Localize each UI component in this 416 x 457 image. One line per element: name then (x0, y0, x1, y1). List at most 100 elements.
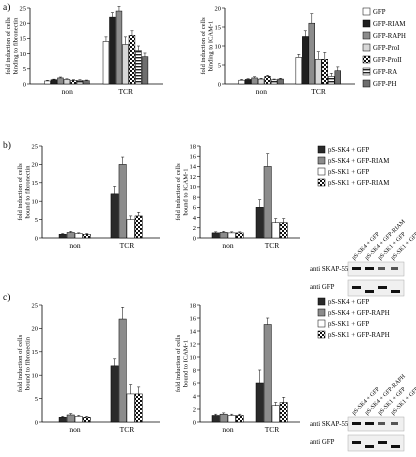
band (365, 422, 374, 425)
band (352, 422, 361, 425)
bar (295, 57, 303, 85)
y-tick-label: 10 (215, 43, 222, 50)
bar (83, 80, 90, 85)
y-tick-label: 8 (193, 367, 196, 374)
y-tick-label: 12 (190, 341, 197, 348)
y-tick-label: 5 (35, 217, 38, 224)
band (391, 290, 400, 293)
bar (315, 59, 322, 85)
legend-label: pS-SK1 + GFP (328, 321, 369, 328)
legend-label: pS-SK4 + GFP (328, 147, 369, 154)
x-tick-label: non (222, 425, 234, 434)
chart-c2: 0 2 4 6 8 10 12 14 16 18 fold induction of cellsbo… (175, 302, 300, 434)
legend-label: pS-SK1 + GFP (328, 169, 369, 176)
legend-swatch (362, 7, 371, 16)
legend-b: pS-SK4 + GFP pS-SK4 + GFP-RIAM pS-SK1 + GF… (317, 145, 389, 187)
y-tick-label: 0 (193, 419, 196, 426)
legend-label: GFP-RA (373, 69, 397, 76)
band (352, 286, 361, 289)
bar (58, 417, 67, 423)
band (391, 267, 398, 270)
chart-b2: 0 2 4 6 8 10 12 14 16 18 fold induction of cellsbo… (175, 143, 300, 250)
legend-label: GFP (373, 9, 386, 16)
legend-swatch (317, 178, 326, 187)
y-tick-label: 18 (190, 143, 197, 150)
x-tick-label: TCR (311, 87, 326, 96)
y-tick-label: 5 (23, 66, 26, 73)
band (391, 445, 400, 448)
bar (255, 382, 264, 423)
x-tick-label: non (222, 241, 234, 250)
y-tick-label: 10 (190, 354, 197, 361)
band (352, 267, 361, 270)
chart-b1: 0 5 10 15 20 25 fold induction of cellsbound t… (17, 143, 160, 250)
bar (270, 79, 278, 85)
y-tick-label: 5 (35, 396, 38, 403)
y-tick-label: 0 (193, 235, 196, 242)
y-axis-label: fold induction of cellsbound to fibronec… (17, 163, 32, 221)
legend-a: GFP GFP-RIAM GFP-RAPH GFP-ProI GFP-ProII GFP-… (362, 7, 406, 88)
legend-label: pS-SK1 + GFP-RIAM (328, 180, 389, 187)
bar (219, 413, 228, 423)
legend-swatch (362, 67, 371, 76)
band (365, 267, 374, 270)
band (391, 422, 398, 425)
x-tick-label: non (256, 87, 268, 96)
legend-label: GFP-RIAM (373, 21, 405, 28)
y-tick-label: 15 (32, 180, 39, 187)
y-axis-label: fold induction of cellsbinding to fibron… (5, 17, 20, 75)
bar (126, 393, 135, 423)
bar (321, 59, 329, 85)
y-axis-label: fold induction of cellsbound to ICAM-1 (175, 334, 190, 392)
panel-label-c: c) (3, 292, 10, 303)
bar (263, 324, 272, 423)
blot-skap (347, 416, 405, 432)
legend-swatch (317, 156, 326, 165)
legend-label: pS-SK1 + GFP-RAPH (328, 332, 390, 339)
bar (74, 233, 83, 239)
y-tick-label: 14 (190, 164, 197, 171)
y-axis-label: fold induction of cellsbound to ICAM-1 (175, 163, 190, 221)
bar (57, 77, 64, 85)
legend-swatch (362, 79, 371, 88)
x-tick-label: TCR (118, 87, 133, 96)
panel-label-a: a) (3, 2, 10, 13)
y-tick-label: 0 (35, 419, 38, 426)
y-tick-label: 2 (193, 225, 196, 232)
blot-skap (347, 261, 405, 277)
bar (255, 207, 264, 239)
bar (134, 215, 143, 239)
bar (279, 402, 288, 423)
x-tick-label: TCR (120, 425, 135, 434)
y-tick-label: 18 (190, 302, 197, 309)
legend-label: GFP-ProII (373, 57, 402, 64)
x-tick-label: TCR (265, 241, 280, 250)
y-tick-label: 20 (215, 5, 222, 12)
bar (244, 79, 252, 85)
bar (227, 232, 236, 239)
bar (50, 79, 58, 85)
y-tick-label: 10 (32, 373, 39, 380)
legend-label: GFP-PH (373, 81, 397, 88)
bar (135, 50, 142, 85)
legend-label: GFP-RAPH (373, 33, 406, 40)
bar (263, 166, 272, 239)
band (378, 286, 387, 289)
y-tick-label: 20 (32, 162, 39, 169)
bar (277, 78, 284, 85)
bar (134, 393, 143, 423)
bar (118, 164, 127, 239)
y-tick-label: 0 (35, 235, 38, 242)
legend-c: pS-SK4 + GFP pS-SK4 + GFP-RAPH pS-SK1 + GF… (317, 297, 390, 339)
legend-swatch (362, 55, 371, 64)
y-tick-label: 15 (20, 36, 27, 43)
y-tick-label: 0 (23, 81, 26, 88)
y-tick-label: 25 (32, 302, 39, 309)
legend-swatch (362, 31, 371, 40)
y-tick-label: 20 (20, 21, 27, 28)
bar (238, 79, 245, 85)
legend-swatch (317, 145, 326, 154)
